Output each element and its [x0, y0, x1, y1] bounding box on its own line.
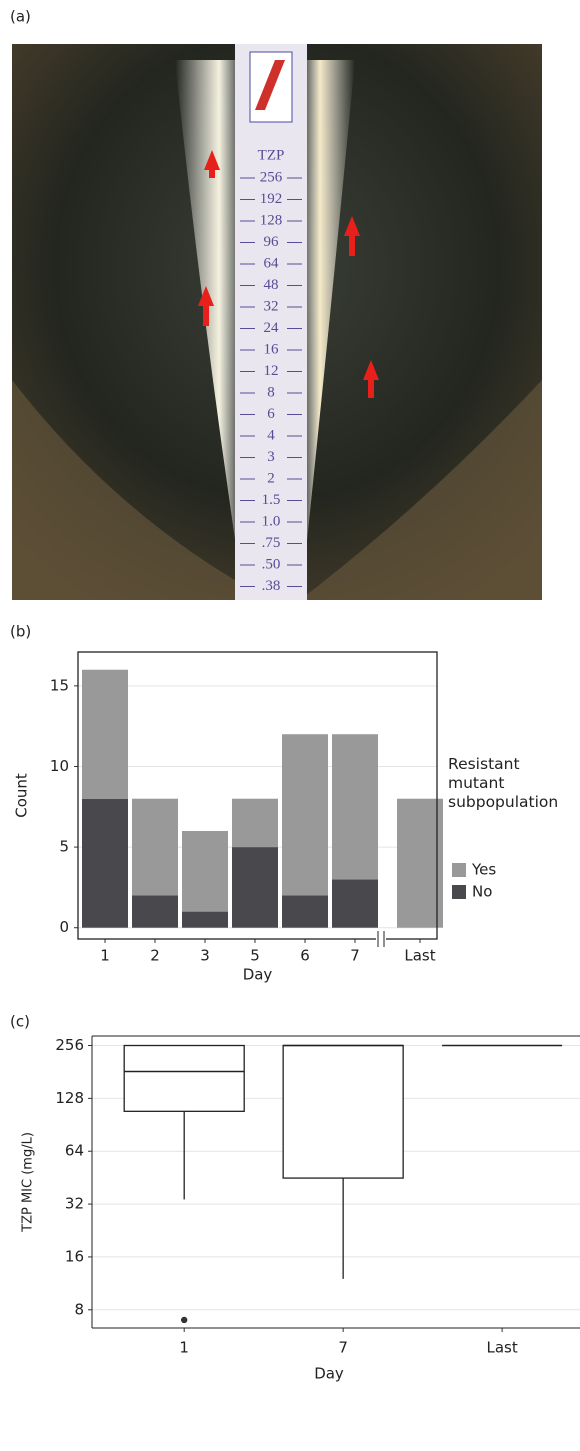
bar — [232, 798, 278, 848]
bar — [332, 879, 378, 928]
strip-scale-label: 4 — [267, 427, 275, 443]
plot-frame — [77, 651, 438, 940]
y-tick-label: 16 — [65, 1247, 84, 1265]
y-tick-label: 15 — [50, 676, 69, 694]
legend-title: Resistant mutant subpopulation — [448, 755, 559, 811]
inhibition-edge — [305, 60, 355, 560]
bar — [232, 847, 278, 928]
strip-body — [235, 44, 307, 600]
bar — [182, 830, 228, 912]
y-axis-label: TZP MIC (mg/L) — [21, 1132, 36, 1233]
strip-scale-label: .75 — [262, 535, 281, 551]
bar — [182, 911, 228, 928]
strip-scale-label: 256 — [260, 169, 283, 185]
bar — [332, 734, 378, 880]
x-tick-label: Last — [486, 1339, 517, 1357]
y-tick-label: 32 — [65, 1195, 84, 1213]
legend-swatch — [452, 863, 466, 877]
photo-texture — [12, 380, 270, 600]
box — [282, 1044, 404, 1179]
x-axis-label: Day — [314, 1365, 344, 1383]
strip-title: TZP — [258, 147, 285, 163]
y-tick-label: 64 — [65, 1142, 84, 1160]
bar — [132, 798, 178, 896]
legend-label: Yes — [471, 861, 496, 879]
y-tick-label: 128 — [55, 1089, 84, 1107]
y-tick-label: 8 — [74, 1300, 84, 1318]
panel-label: (a) — [10, 8, 31, 26]
legend: Resistant mutant subpopulation — [448, 755, 559, 811]
y-tick-label: 10 — [50, 757, 69, 775]
strip-scale-label: 6 — [267, 406, 275, 422]
outlier — [180, 1316, 188, 1324]
panel-label: (c) — [10, 1013, 30, 1031]
x-tick-label: 5 — [250, 947, 260, 965]
y-tick-label: 256 — [55, 1036, 84, 1054]
strip-scale-label: 96 — [264, 234, 280, 250]
strip-scale-label: 16 — [264, 341, 280, 357]
strip-scale-label: 3 — [267, 449, 275, 465]
photo: TZP 25619212896644832241612864321.51.0.7… — [12, 44, 542, 600]
strip-scale-label: 1.0 — [262, 513, 281, 529]
arrows — [198, 150, 379, 398]
strip-logo-mark — [255, 60, 285, 110]
etest-strip: TZP 25619212896644832241612864321.51.0.7… — [235, 44, 307, 600]
bar — [82, 669, 128, 799]
strip-scale-label: 64 — [264, 255, 280, 271]
strip-scale-label: .38 — [262, 578, 281, 594]
x-tick-label: 7 — [338, 1339, 348, 1357]
y-tick-label: 5 — [59, 838, 69, 856]
strip-scale-label: 128 — [260, 212, 283, 228]
strip-scale-label: 1.5 — [262, 492, 281, 508]
panel-label: (b) — [10, 623, 31, 641]
x-tick-label: 1 — [100, 947, 110, 965]
strip-scale-label: 2 — [267, 470, 275, 486]
bar — [132, 895, 178, 928]
bar — [282, 734, 328, 896]
legend-swatch — [452, 885, 466, 899]
y-tick-label: 0 — [59, 918, 69, 936]
strip-scale-label: 48 — [264, 277, 279, 293]
bar — [282, 895, 328, 928]
legend-label: No — [472, 883, 492, 901]
y-axis-label: Count — [13, 773, 31, 818]
bar — [82, 798, 128, 928]
x-tick-label: 2 — [150, 947, 160, 965]
bar-chart: 0 5 10 15 1 2 3 5 6 7 Last Day Count Resistant mutant… — [13, 651, 559, 984]
strip-scale-label: 24 — [264, 320, 280, 336]
photo-texture — [300, 380, 542, 600]
x-tick-label: Last — [404, 947, 435, 965]
axis-break — [376, 931, 386, 947]
box — [123, 1044, 245, 1112]
x-tick-label: 3 — [200, 947, 210, 965]
strip-scale-label: .50 — [262, 556, 281, 572]
strip-scale-label: 8 — [267, 384, 275, 400]
bar — [397, 798, 443, 928]
x-tick-label: 1 — [179, 1339, 189, 1357]
strip-scale-label: 32 — [264, 298, 279, 314]
x-tick-label: 7 — [350, 947, 360, 965]
strip-scale-label: 12 — [264, 363, 279, 379]
strip-scale-label: 192 — [260, 191, 283, 207]
x-tick-label: 6 — [300, 947, 310, 965]
box-chart: 8 16 32 64 128 256 1 7 Last Day TZP MIC (mg/L) — [21, 1035, 580, 1383]
x-axis-label: Day — [243, 966, 273, 984]
